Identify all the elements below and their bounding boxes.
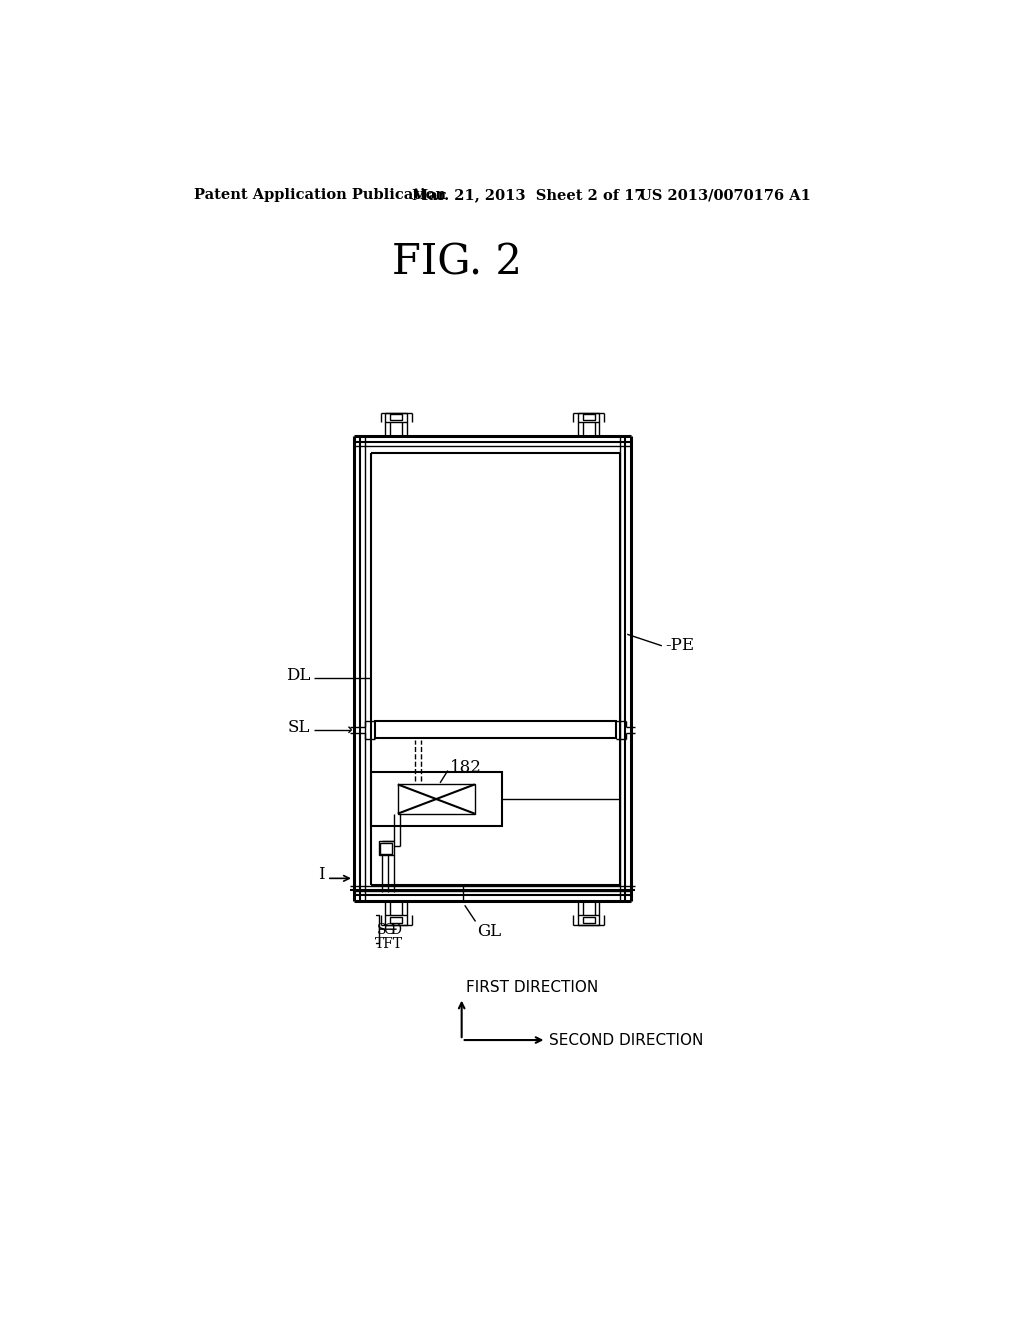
Bar bbox=[385, 412, 407, 422]
Text: -PE: -PE bbox=[666, 638, 695, 655]
Bar bbox=[380, 843, 392, 854]
Text: FIG. 2: FIG. 2 bbox=[392, 242, 522, 284]
Bar bbox=[385, 915, 407, 924]
Bar bbox=[397, 784, 475, 813]
Text: Patent Application Publication: Patent Application Publication bbox=[195, 189, 446, 202]
Text: GL: GL bbox=[477, 923, 501, 940]
Bar bbox=[583, 917, 595, 923]
Text: Mar. 21, 2013  Sheet 2 of 17: Mar. 21, 2013 Sheet 2 of 17 bbox=[412, 189, 644, 202]
Bar bbox=[379, 841, 394, 855]
Text: G: G bbox=[383, 923, 394, 937]
Text: 182: 182 bbox=[451, 759, 482, 776]
Bar bbox=[583, 414, 595, 420]
Text: FIRST DIRECTION: FIRST DIRECTION bbox=[466, 981, 598, 995]
Text: I: I bbox=[318, 866, 325, 883]
Text: SL: SL bbox=[288, 719, 310, 737]
Text: DL: DL bbox=[286, 668, 310, 684]
Text: D: D bbox=[390, 923, 401, 937]
Text: SECOND DIRECTION: SECOND DIRECTION bbox=[549, 1032, 703, 1048]
Bar bbox=[371, 772, 502, 826]
Text: US 2013/0070176 A1: US 2013/0070176 A1 bbox=[639, 189, 811, 202]
Bar bbox=[390, 917, 402, 923]
Bar bbox=[376, 721, 615, 738]
Bar bbox=[578, 915, 599, 924]
Text: TFT: TFT bbox=[375, 937, 402, 950]
Bar bbox=[390, 414, 402, 420]
Bar bbox=[578, 412, 599, 422]
Text: S: S bbox=[377, 923, 386, 937]
